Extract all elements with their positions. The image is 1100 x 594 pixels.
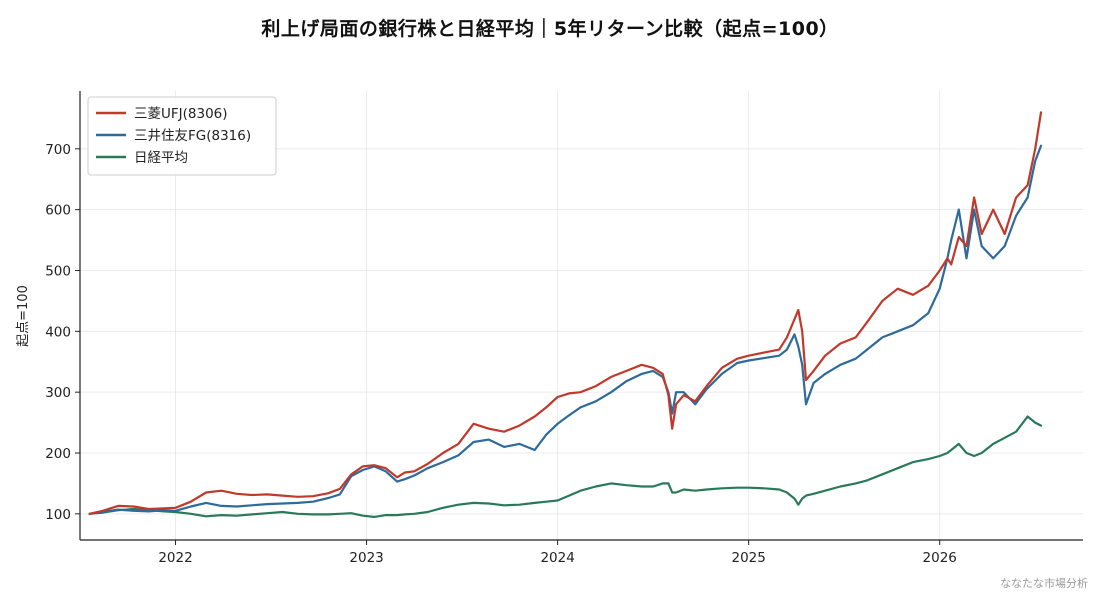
y-tick-label: 300 (45, 385, 71, 401)
axes (79, 91, 1083, 541)
credit-text: ななたな市場分析 (1000, 577, 1088, 590)
chart-title: 利上げ局面の銀行株と日経平均｜5年リターン比較（起点=100） (261, 18, 839, 40)
y-tick-label: 400 (45, 324, 71, 340)
y-axis-ticks: 100 200 300 400 500 600 700 (45, 142, 80, 523)
series-line-1 (88, 144, 1043, 515)
legend-box (87, 96, 277, 176)
x-tick-label: 2022 (158, 550, 192, 566)
y-tick-label: 700 (45, 142, 71, 158)
y-tick-label: 600 (45, 203, 71, 219)
series-line-2 (88, 415, 1043, 518)
x-tick-label: 2023 (349, 550, 383, 566)
x-tick-label: 2026 (923, 550, 957, 566)
x-tick-label: 2024 (540, 550, 574, 566)
y-tick-label: 200 (45, 446, 71, 462)
legend-label-2: 日経平均 (134, 150, 188, 166)
x-tick-label: 2025 (731, 550, 765, 566)
legend-label-0: 三菱UFJ(8306) (134, 106, 228, 122)
legend-label-1: 三井住友FG(8316) (134, 128, 251, 144)
x-axis-ticks: 2022 2023 2024 2025 2026 (158, 540, 957, 566)
series-layer (88, 111, 1043, 518)
grid-lines (80, 91, 1083, 540)
series-line-0 (88, 111, 1043, 515)
y-axis-label: 起点=100 (16, 285, 31, 347)
y-tick-label: 500 (45, 263, 71, 279)
y-tick-label: 100 (45, 507, 71, 523)
legend: 三菱UFJ(8306) 三井住友FG(8316) 日経平均 (87, 96, 277, 176)
